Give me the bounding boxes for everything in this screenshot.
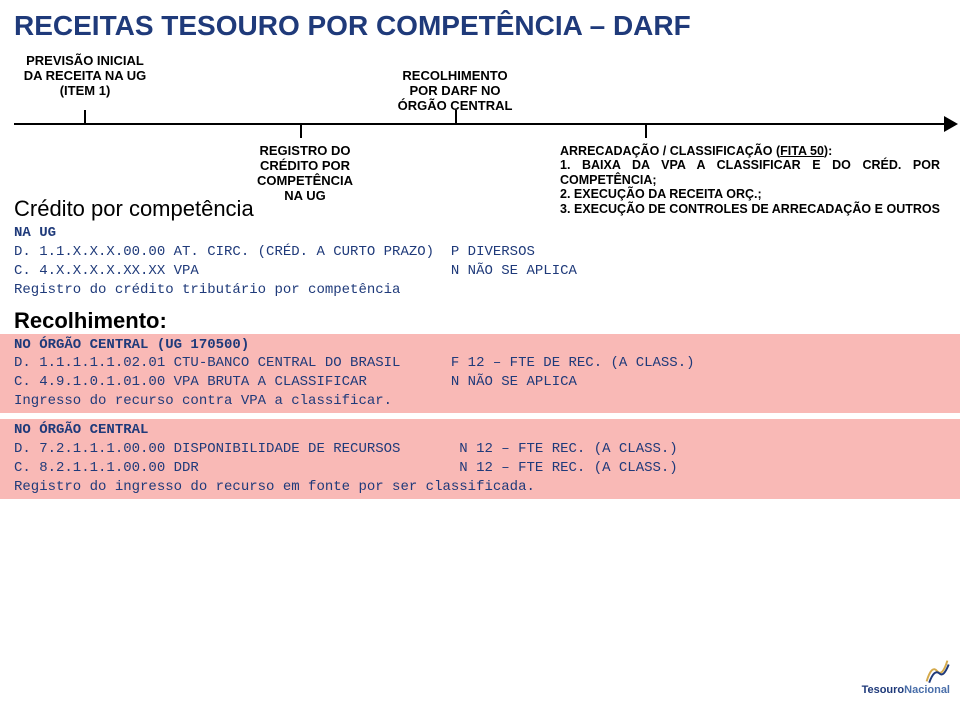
arrow-right-icon — [944, 116, 958, 132]
logo-text: TesouroNacional — [862, 684, 950, 696]
timeline-bottom-label-2: ARRECADAÇÃO / CLASSIFICAÇÃO (FITA 50): 1… — [560, 144, 940, 216]
logo-word-2: Nacional — [904, 684, 950, 696]
recolhimento2-line-debit: D. 7.2.1.1.1.00.00 DISPONIBILIDADE DE RE… — [14, 440, 946, 459]
timeline-tick — [84, 110, 86, 124]
arrecadacao-item3: 3. EXECUÇÃO DE CONTROLES DE ARRECADAÇÃO … — [560, 202, 940, 216]
tesouro-logo: TesouroNacional — [862, 658, 950, 696]
tesouro-logo-icon — [924, 658, 950, 684]
recolhimento2-note: Registro do ingresso do recurso em fonte… — [14, 478, 946, 497]
page-title: RECEITAS TESOURO POR COMPETÊNCIA – DARF — [0, 0, 960, 48]
orgao-central-header-2: NO ÓRGÃO CENTRAL — [14, 421, 946, 440]
arrecadacao-item1: 1. BAIXA DA VPA A CLASSIFICAR E DO CRÉD.… — [560, 158, 940, 187]
arrecadacao-item2: 2. EXECUÇÃO DA RECEITA ORÇ.; — [560, 187, 940, 201]
credito-na-ug: NA UG — [14, 224, 946, 243]
arrecadacao-heading: ARRECADAÇÃO / CLASSIFICAÇÃO (FITA 50): — [560, 144, 940, 158]
recolhimento-line-credit: C. 4.9.1.0.1.01.00 VPA BRUTA A CLASSIFIC… — [14, 373, 946, 392]
timeline-tick — [300, 124, 302, 138]
credito-note: Registro do crédito tributário por compe… — [14, 281, 946, 300]
recolhimento-line-debit: D. 1.1.1.1.1.02.01 CTU-BANCO CENTRAL DO … — [14, 354, 946, 373]
logo-word-1: Tesouro — [862, 684, 905, 696]
recolhimento2-line-credit: C. 8.2.1.1.1.00.00 DDR N 12 – FTE REC. (… — [14, 459, 946, 478]
orgao-central-header: NO ÓRGÃO CENTRAL (UG 170500) — [14, 336, 946, 355]
credito-line-debit: D. 1.1.X.X.X.00.00 AT. CIRC. (CRÉD. A CU… — [14, 243, 946, 262]
recolhimento-note: Ingresso do recurso contra VPA a classif… — [14, 392, 946, 411]
recolhimento-highlight-2: NO ÓRGÃO CENTRAL D. 7.2.1.1.1.00.00 DISP… — [0, 419, 960, 499]
timeline-bottom-label-1: REGISTRO DOCRÉDITO PORCOMPETÊNCIANA UG — [240, 144, 370, 204]
timeline-top-label-2: RECOLHIMENTO POR DARF NO ÓRGÃO CENTRAL — [370, 54, 540, 114]
timeline-tick — [645, 124, 647, 138]
credito-block: NA UG D. 1.1.X.X.X.00.00 AT. CIRC. (CRÉD… — [0, 222, 960, 302]
section-recolhimento-title: Recolhimento: — [0, 308, 960, 334]
timeline: PREVISÃO INICIALDA RECEITA NA UG(ITEM 1)… — [0, 54, 960, 194]
credito-line-credit: C. 4.X.X.X.X.XX.XX VPA N NÃO SE APLICA — [14, 262, 946, 281]
recolhimento-highlight-1: NO ÓRGÃO CENTRAL (UG 170500) D. 1.1.1.1.… — [0, 334, 960, 414]
timeline-tick — [455, 110, 457, 124]
timeline-top-label-1: PREVISÃO INICIALDA RECEITA NA UG(ITEM 1) — [10, 54, 160, 99]
timeline-axis — [14, 123, 948, 125]
